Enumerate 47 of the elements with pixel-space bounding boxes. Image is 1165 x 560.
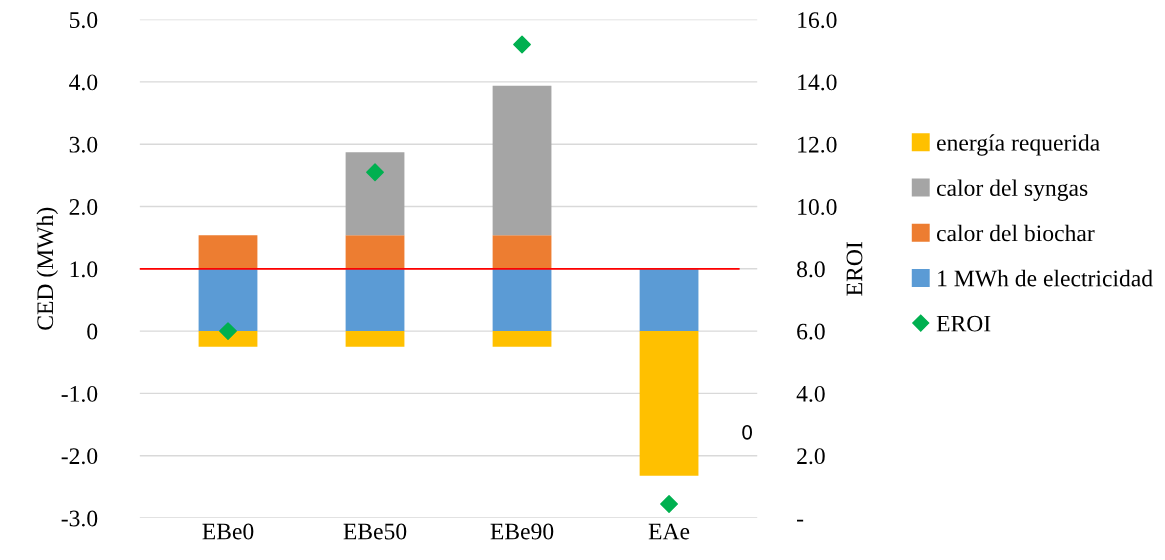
x-tick-label: EBe90 <box>490 523 554 540</box>
bar <box>345 268 405 332</box>
y2-tick-label: 4.0 <box>796 385 825 402</box>
x-tick-label: EBe0 <box>202 523 254 540</box>
legend-label: energía requerida <box>937 134 1100 156</box>
y-tick-label: 4.0 <box>69 74 98 91</box>
legend-label: EROI <box>936 315 991 332</box>
y-tick-label: 3.0 <box>69 136 98 153</box>
y2-tick-label: 2.0 <box>797 448 825 465</box>
y-tick-label: 2.0 <box>69 198 98 216</box>
y-axis-title: CED (MWh) <box>36 207 58 330</box>
y2-tick-label: - <box>797 519 804 522</box>
y-tick-label: 0 <box>87 323 98 340</box>
bar <box>198 235 258 269</box>
bar <box>198 268 258 332</box>
bar <box>492 268 552 332</box>
point <box>660 495 678 513</box>
y2-tick-label: 10.0 <box>798 198 837 216</box>
bar <box>492 235 552 269</box>
bar <box>345 235 405 269</box>
y2-tick-label: 12.0 <box>798 136 837 153</box>
annotation: 0 <box>742 424 753 440</box>
legend-label: 1 MWh de electricidad <box>938 269 1153 287</box>
bar <box>345 331 405 347</box>
y2-tick-label: 16.0 <box>798 12 837 29</box>
bar <box>492 331 552 347</box>
y2-tick-label: 8.0 <box>797 261 825 278</box>
point <box>366 163 384 182</box>
x-tick-label: EBe50 <box>343 523 407 540</box>
legend-label: calor del biochar <box>936 224 1095 242</box>
bar <box>492 85 552 236</box>
x-tick-label: EAe <box>648 523 690 540</box>
bar <box>198 331 258 347</box>
y2-tick-label: 6.0 <box>797 323 825 340</box>
legend-label: calor del syngas <box>936 179 1088 201</box>
y-tick-label: 1.0 <box>70 261 98 278</box>
bar <box>345 152 405 236</box>
y-tick-label: -2.0 <box>61 448 98 465</box>
bar <box>639 331 699 476</box>
y2-axis-title: EROI <box>846 242 863 296</box>
y-tick-label: 5.0 <box>69 12 98 29</box>
y-tick-label: -1.0 <box>61 385 98 402</box>
bar <box>639 268 699 332</box>
point <box>513 35 531 54</box>
point <box>219 322 237 341</box>
y-tick-label: -3.0 <box>61 510 98 527</box>
y2-tick-label: 14.0 <box>798 74 837 91</box>
